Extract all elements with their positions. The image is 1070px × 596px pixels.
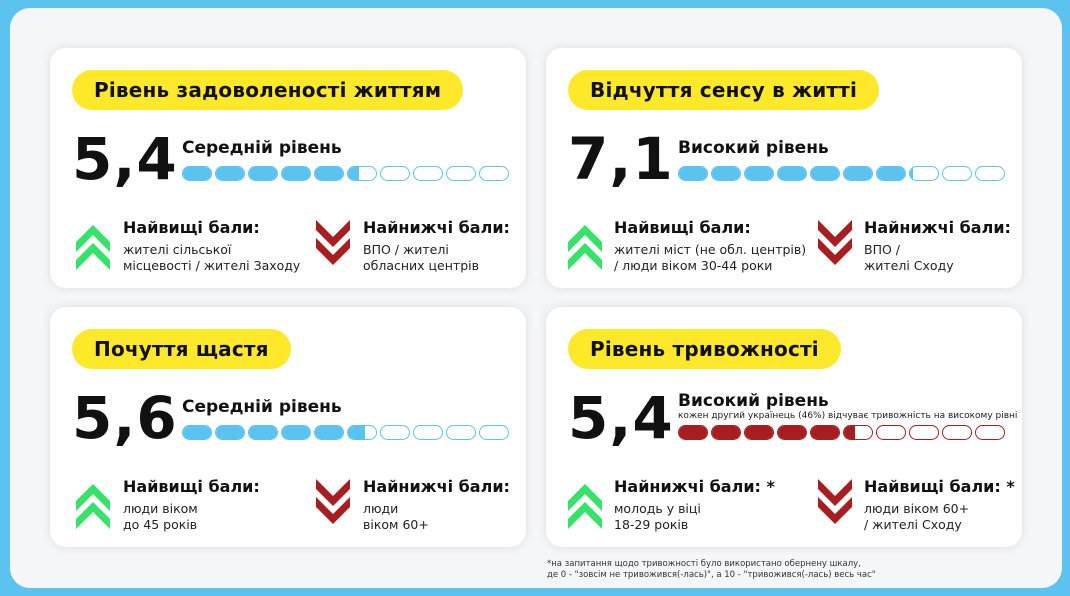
scale-segment [413,425,443,440]
scale-segment [810,425,840,440]
score-value: 7,1 [568,125,674,193]
lowest-text: молодь у віці 18-29 років [614,501,701,532]
score-scale [182,425,509,440]
scale-segment [182,166,212,181]
card-meaning-in-life: Відчуття сенсу в житті 7,1 Високий рівен… [546,48,1022,288]
scale-segment [446,166,476,181]
footnote-line: *на запитання щодо тривожності було вико… [547,559,861,569]
score-scale [182,166,509,181]
level-label: Середній рівень [182,397,342,417]
scale-segment [281,166,311,181]
scale-segment [678,166,708,181]
chevron-down-icon [818,220,852,265]
highest-title: Найвищі бали: [123,218,260,237]
chevron-down-icon [316,220,350,265]
highest-text: жителі сільської місцевості / жителі Зах… [123,242,301,273]
scale-segment [777,166,807,181]
score-value: 5,4 [568,384,674,452]
scale-segment [942,425,972,440]
chevron-up-icon [568,484,602,529]
lowest-title: Найнижчі бали: * [614,477,775,496]
highest-text: люди віком до 45 років [123,501,198,532]
scale-segment [711,166,741,181]
scale-segment [810,166,840,181]
chevron-up-icon [76,484,110,529]
score-scale [678,425,1005,440]
scale-segment [314,166,344,181]
scale-segment [744,425,774,440]
scale-segment [248,166,278,181]
lowest-title: Найнижчі бали: [363,218,510,237]
scale-segment [678,425,708,440]
card-title: Рівень задоволеності життям [72,70,464,110]
scale-segment [380,166,410,181]
anxiety-subnote: кожен другий українець (46%) відчуває тр… [678,411,1018,421]
scale-segment [942,166,972,181]
level-label: Високий рівень [678,391,829,411]
infographic-panel: Рівень задоволеності життям 5,4 Середній… [10,8,1062,588]
scale-segment [909,425,939,440]
scale-segment [380,425,410,440]
chevron-up-icon [76,225,110,270]
highest-title: Найвищі бали: * [864,477,1015,496]
score-value: 5,6 [72,384,178,452]
scale-segment [413,166,443,181]
card-happiness: Почуття щастя 5,6 Середній рівень Найвищ… [50,307,526,547]
scale-segment [777,425,807,440]
footnote: *на запитання щодо тривожності було вико… [547,559,876,581]
lowest-title: Найнижчі бали: [864,218,1011,237]
scale-segment [248,425,278,440]
scale-segment [215,166,245,181]
highest-text: люди віком 60+ / жителі Сходу [864,501,970,532]
score-value: 5,4 [72,125,178,193]
highest-text: жителі міст (не обл. центрів) / люди вік… [614,242,807,273]
scale-segment [281,425,311,440]
level-label: Високий рівень [678,138,829,158]
footnote-line: де 0 - "зовсім не тривожився(-лась)", а … [547,570,876,580]
card-title: Рівень тривожності [568,329,841,369]
highest-title: Найвищі бали: [123,477,260,496]
scale-segment [876,166,906,181]
lowest-text: ВПО / жителі обласних центрів [363,242,479,273]
scale-segment [479,425,509,440]
scale-segment [314,425,344,440]
scale-segment [744,166,774,181]
chevron-up-icon [568,225,602,270]
card-life-satisfaction: Рівень задоволеності життям 5,4 Середній… [50,48,526,288]
scale-segment [909,166,939,181]
lowest-text: люди віком 60+ [363,501,429,532]
scale-segment [182,425,212,440]
card-anxiety: Рівень тривожності 5,4 Високий рівень ко… [546,307,1022,547]
scale-segment [843,166,873,181]
card-title: Відчуття сенсу в житті [568,70,880,110]
scale-segment [347,425,377,440]
lowest-text: ВПО / жителі Сходу [864,242,954,273]
scale-segment [975,425,1005,440]
card-title: Почуття щастя [72,329,291,369]
chevron-down-icon [818,479,852,524]
chevron-down-icon [316,479,350,524]
scale-segment [215,425,245,440]
scale-segment [347,166,377,181]
scale-segment [975,166,1005,181]
lowest-title: Найнижчі бали: [363,477,510,496]
highest-title: Найвищі бали: [614,218,751,237]
level-label: Середній рівень [182,138,342,158]
scale-segment [876,425,906,440]
scale-segment [843,425,873,440]
scale-segment [446,425,476,440]
scale-segment [479,166,509,181]
scale-segment [711,425,741,440]
score-scale [678,166,1005,181]
